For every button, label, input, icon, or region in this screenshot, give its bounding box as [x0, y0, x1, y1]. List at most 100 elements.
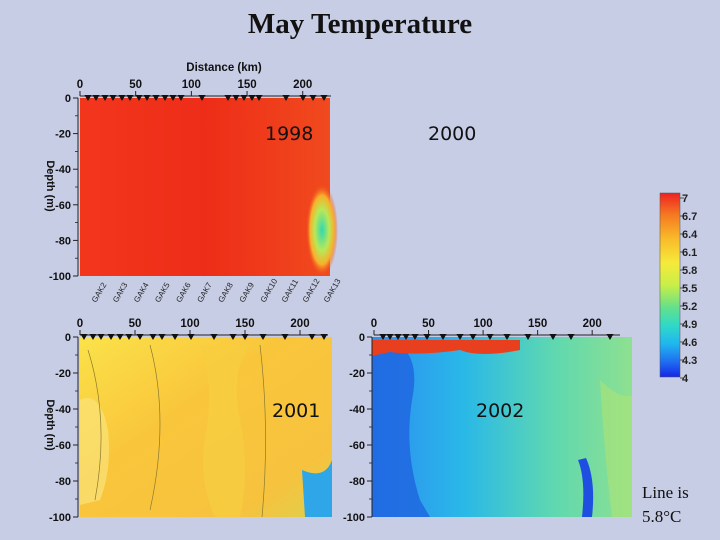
y-tick-label: -20 — [55, 368, 71, 380]
station-marker — [259, 334, 267, 340]
station-label: GAK10 — [259, 277, 280, 304]
station-marker — [549, 334, 557, 340]
colorbar-ticks: 7 6.7 6.4 6.1 5.8 5.5 5.2 4.9 4.6 4.3 4 — [680, 193, 698, 385]
y-tick-label: -40 — [349, 404, 365, 416]
station-marker — [320, 95, 328, 101]
y-tick-label: -40 — [55, 404, 71, 416]
station-marker — [299, 95, 307, 101]
y-tick-label: -100 — [343, 512, 365, 524]
station-marker — [224, 95, 232, 101]
station-marker — [118, 95, 126, 101]
colorbar-tick-label: 7 — [682, 193, 688, 205]
y-tick-label: -20 — [349, 368, 365, 380]
station-marker — [109, 95, 117, 101]
contour-note-line2: 5.8°C — [642, 507, 682, 526]
station-marker — [89, 334, 97, 340]
y-tick-label: -80 — [55, 235, 71, 247]
y-tick-label: -60 — [55, 200, 71, 212]
station-marker — [255, 95, 263, 101]
colorbar-tick-label: 4.9 — [682, 319, 697, 331]
x-tick-label: 0 — [77, 318, 83, 330]
station-marker — [379, 334, 387, 340]
x-tick-label: 200 — [290, 318, 309, 330]
station-label: GAK6 — [174, 281, 193, 304]
x-tick-label: 50 — [422, 318, 435, 330]
station-marker — [126, 95, 134, 101]
station-marker — [439, 334, 447, 340]
chart-title: May Temperature — [247, 8, 473, 40]
station-label: GAK3 — [111, 281, 130, 304]
colorbar-tick-label: 6.4 — [682, 229, 698, 241]
station-marker — [308, 334, 316, 340]
contour-note-line1: Line is — [642, 483, 689, 502]
y-tick-label: -20 — [55, 129, 71, 141]
station-label: GAK2 — [90, 281, 109, 304]
station-label: GAK7 — [195, 281, 214, 304]
station-marker — [606, 334, 614, 340]
contour-note: Line is 5.8°C — [642, 481, 689, 529]
colorbar-tick-label: 4.6 — [682, 337, 697, 349]
colorbar-tick-label: 5.5 — [682, 283, 697, 295]
station-marker — [423, 334, 431, 340]
station-marker — [486, 334, 494, 340]
station-marker — [281, 334, 289, 340]
x-tick-label: 0 — [371, 318, 377, 330]
panel-label-2001: 2001 — [272, 400, 320, 422]
axis-ticks-2001: 0 50 100 150 200 0 -20 -40 -60 -80 -100 — [49, 318, 328, 524]
x-tick-label: 200 — [583, 318, 602, 330]
station-marker — [80, 334, 88, 340]
station-marker — [177, 95, 185, 101]
colorbar-tick-label: 6.1 — [682, 247, 697, 259]
station-label: GAK13 — [322, 277, 343, 304]
station-marker — [469, 334, 477, 340]
station-marker — [309, 95, 317, 101]
station-marker — [107, 334, 115, 340]
station-marker — [92, 95, 100, 101]
station-marker — [84, 95, 92, 101]
station-marker — [456, 334, 464, 340]
station-marker — [158, 334, 166, 340]
x-tick-label: 0 — [77, 79, 83, 91]
y-tick-label: -40 — [55, 164, 71, 176]
panel-label-2000: 2000 — [428, 123, 476, 145]
station-marker — [101, 95, 109, 101]
station-marker — [116, 334, 124, 340]
y-tick-label: 0 — [65, 332, 71, 344]
panel-label-2002: 2002 — [476, 400, 524, 422]
station-marker — [241, 334, 249, 340]
x-tick-label: 150 — [237, 79, 256, 91]
cool-region-2001 — [80, 398, 109, 505]
cold-patch-1998 — [306, 184, 338, 276]
heatmap-1998 — [80, 98, 330, 276]
x-tick-label: 100 — [182, 79, 201, 91]
station-marker — [125, 334, 133, 340]
colorbar-tick-label: 4.3 — [682, 355, 697, 367]
colorbar: 7 6.7 6.4 6.1 5.8 5.5 5.2 4.9 4.6 4.3 4 — [659, 192, 698, 385]
station-marker — [136, 334, 144, 340]
y-tick-label: -100 — [49, 271, 71, 283]
colorbar-tick-label: 5.2 — [682, 301, 697, 313]
station-marker — [503, 334, 511, 340]
y-axis-title-2001: Depth (m) — [44, 399, 56, 451]
station-marker — [394, 334, 402, 340]
station-marker — [161, 95, 169, 101]
y-tick-label: -80 — [55, 476, 71, 488]
warm-surface-2002 — [372, 340, 520, 356]
contour-5-8-2001 — [87, 344, 266, 518]
station-marker — [282, 95, 290, 101]
panel-2001: 2001 0 50 100 150 200 0 -20 -40 -60 -80 -100 — [49, 318, 332, 524]
y-tick-label: -80 — [349, 476, 365, 488]
panel-label-1998: 1998 — [265, 123, 313, 145]
station-marker — [386, 334, 394, 340]
cold-corner-2001 — [302, 460, 332, 517]
station-marker — [135, 95, 143, 101]
station-marker — [171, 334, 179, 340]
station-marker — [320, 334, 328, 340]
station-label: GAK4 — [132, 281, 151, 304]
x-axis-title: Distance (km) — [186, 62, 262, 74]
station-marker — [198, 95, 206, 101]
station-marker — [567, 334, 575, 340]
station-marker — [524, 334, 532, 340]
